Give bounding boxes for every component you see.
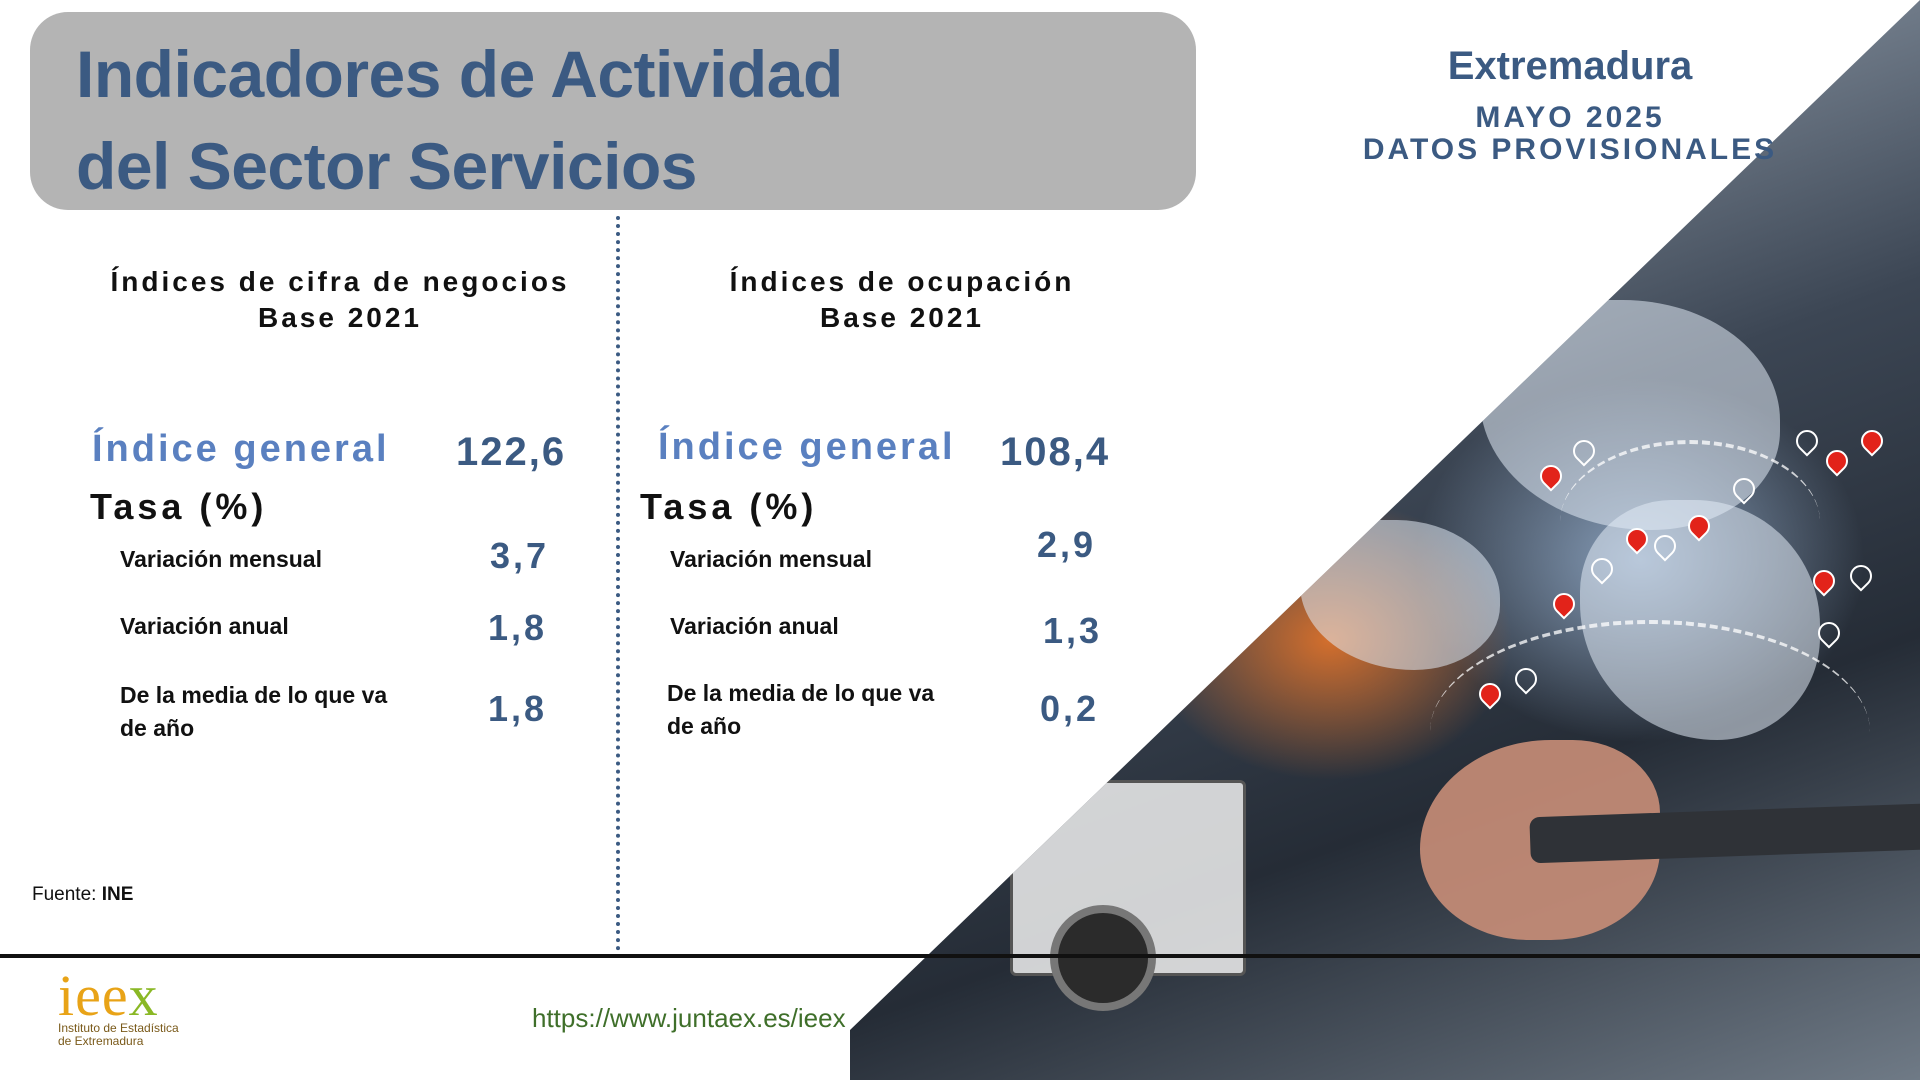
monthly-variation-value: 3,7 bbox=[490, 535, 550, 576]
ytd-average-value: 0,2 bbox=[1040, 688, 1100, 729]
general-index-value: 122,6 bbox=[456, 430, 567, 474]
general-index-value: 108,4 bbox=[1000, 430, 1111, 474]
region-name: Extremadura bbox=[1447, 44, 1693, 88]
rate-label: Tasa (%) bbox=[640, 486, 818, 527]
title-line-2: del Sector Servicios bbox=[76, 129, 697, 203]
ytd-average-label: De la media de lo que va de año bbox=[120, 682, 388, 741]
annual-variation-value: 1,8 bbox=[488, 607, 548, 648]
section-heading-line1: Índices de ocupación bbox=[729, 266, 1075, 297]
monthly-variation-value: 2,9 bbox=[1037, 524, 1097, 565]
page-title: Indicadores de Actividad del Sector Serv… bbox=[76, 28, 843, 212]
route-line bbox=[1560, 440, 1820, 604]
section-heading-business: Índices de cifra de negocios Base 2021 bbox=[100, 264, 580, 336]
section-heading-line2: Base 2021 bbox=[257, 302, 422, 333]
logo-wordmark: ieex bbox=[58, 963, 159, 1028]
ytd-average-value: 1,8 bbox=[488, 688, 548, 729]
general-index-label: Índice general bbox=[658, 426, 956, 468]
source-name: INE bbox=[101, 884, 134, 905]
section-heading-employment: Índices de ocupación Base 2021 bbox=[662, 264, 1142, 336]
period-info: MAYO 2025 DATOS PROVISIONALES bbox=[1340, 102, 1800, 166]
title-box bbox=[30, 12, 1196, 210]
rate-label: Tasa (%) bbox=[90, 486, 268, 527]
title-line-1: Indicadores de Actividad bbox=[76, 37, 843, 111]
section-heading-line1: Índices de cifra de negocios bbox=[110, 266, 570, 297]
period-date: MAYO 2025 bbox=[1475, 101, 1665, 134]
monthly-variation-label: Variación mensual bbox=[120, 546, 322, 572]
column-divider bbox=[616, 216, 620, 951]
footer-rule bbox=[0, 954, 1920, 958]
logo-line1: Instituto de Estadística bbox=[58, 1021, 179, 1035]
annual-variation-label: Variación anual bbox=[670, 613, 839, 639]
website-link[interactable]: https://www.juntaex.es/ieex bbox=[532, 1003, 846, 1033]
ieex-logo: ieex Instituto de Estadística de Extrema… bbox=[58, 963, 179, 1048]
general-index-label: Índice general bbox=[92, 428, 390, 470]
truck-wheel bbox=[1050, 905, 1156, 1011]
annual-variation-value: 1,3 bbox=[1043, 610, 1103, 651]
ytd-average-label: De la media de lo que va de año bbox=[667, 680, 935, 739]
route-line bbox=[1430, 620, 1870, 844]
monthly-variation-label: Variación mensual bbox=[670, 546, 872, 572]
data-source: Fuente: INE bbox=[32, 884, 133, 906]
annual-variation-label: Variación anual bbox=[120, 613, 289, 639]
data-status: DATOS PROVISIONALES bbox=[1362, 133, 1778, 166]
section-heading-line2: Base 2021 bbox=[819, 302, 984, 333]
source-prefix: Fuente: bbox=[32, 884, 97, 905]
logo-line2: de Extremadura bbox=[58, 1034, 144, 1048]
